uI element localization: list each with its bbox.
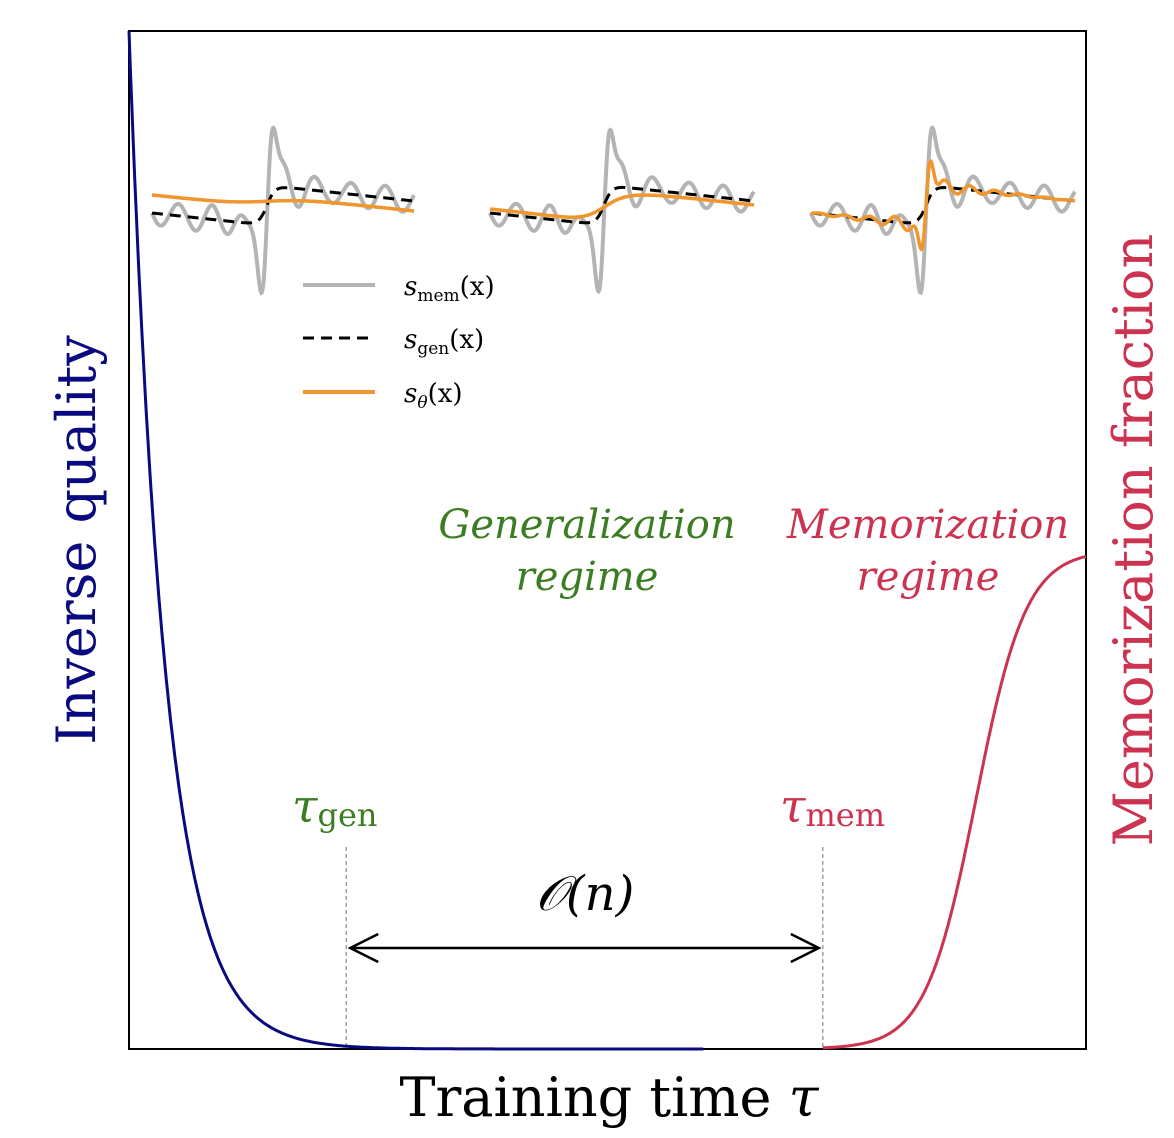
tau-mem-label: τmem [780,779,885,834]
legend-label-s-theta: sθ(x) [404,379,463,413]
y-axis-label-right: Memorization fraction [1102,234,1165,847]
generalization-regime-label-line1: Generalization [438,502,735,548]
inset-2-s-gen-curve [489,185,755,225]
tau-gen-label: τgen [292,779,377,834]
score-function-insets [150,125,1077,296]
inset-1-s-mem-curve [150,125,416,296]
y-axis-label-left: Inverse quality [45,335,108,745]
memorization-fraction-curve [822,554,1087,1050]
inset-1-s-gen-curve [151,186,415,225]
inset-1-s-theta-curve [152,193,414,213]
generalization-regime-label-line2: regime [516,554,659,600]
legend: smem(x) sgen(x) sθ(x) [303,272,495,413]
inset-3-s-theta-curve [811,159,1076,252]
memorization-regime-label-line1: Memorization [786,502,1069,548]
gap-label: 𝒪(n) [536,866,635,922]
legend-label-s-gen: sgen(x) [404,325,484,359]
x-axis-label: Training time τ [399,1066,819,1129]
inset-2-s-mem-curve [488,127,756,295]
memorization-regime-label-line2: regime [857,554,1000,600]
inset-3-s-mem-curve [809,125,1077,296]
inverse-quality-curve [127,30,704,1051]
gap-double-arrow [347,932,822,964]
legend-label-s-mem: smem(x) [404,272,495,306]
inset-2-s-theta-curve [489,193,755,219]
